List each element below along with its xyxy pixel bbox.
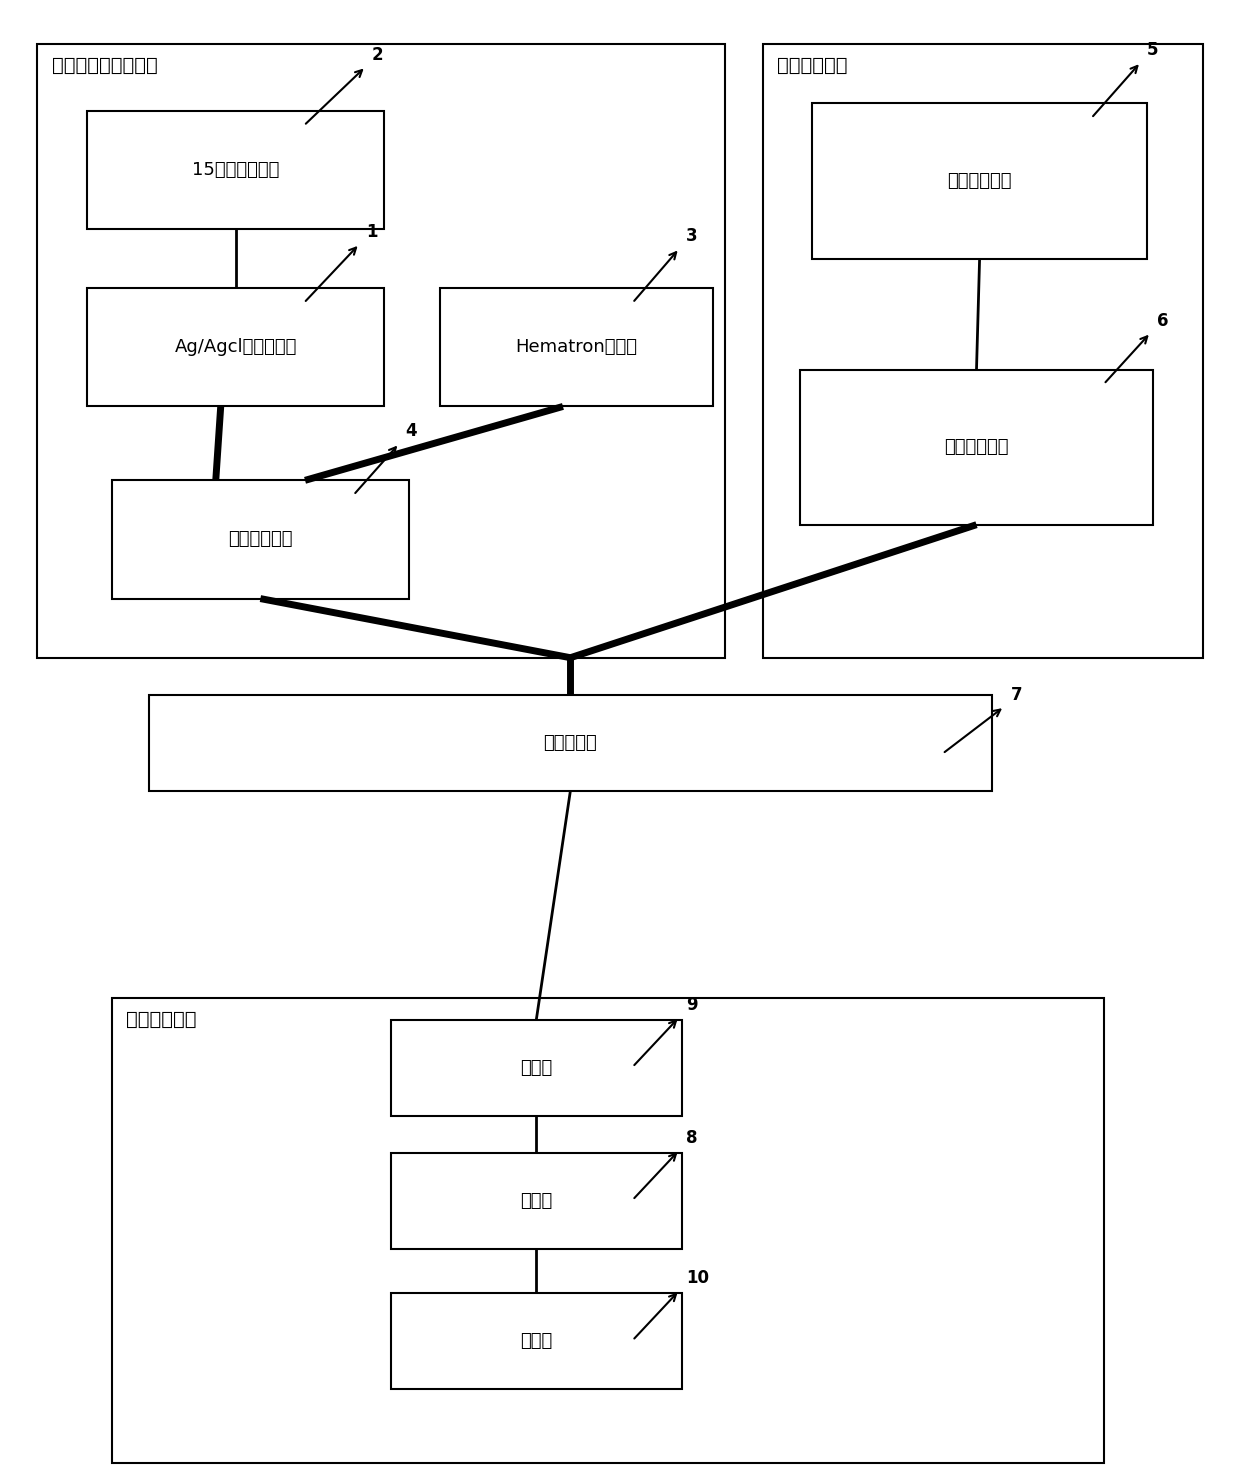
Bar: [391, 1153, 682, 1249]
Text: 固定板: 固定板: [520, 1332, 553, 1351]
Bar: [763, 44, 1203, 658]
Bar: [391, 1020, 682, 1116]
Text: 一号微处理器: 一号微处理器: [228, 531, 293, 548]
Text: 机械测量系统: 机械测量系统: [777, 56, 848, 75]
Text: 刹车制动系统: 刹车制动系统: [126, 1009, 197, 1029]
Text: 3: 3: [686, 228, 697, 245]
Text: 加速度传感器: 加速度传感器: [947, 171, 1012, 191]
Text: 5: 5: [1147, 41, 1158, 59]
Text: 气压杆: 气压杆: [520, 1191, 553, 1210]
Bar: [440, 288, 713, 406]
Text: 二号微处理器: 二号微处理器: [944, 437, 1009, 457]
Bar: [800, 370, 1153, 525]
Text: 6: 6: [1157, 312, 1168, 330]
Text: 1: 1: [366, 223, 377, 241]
Bar: [112, 480, 409, 599]
Bar: [87, 111, 384, 229]
Text: Hematron传感器: Hematron传感器: [516, 338, 637, 356]
Text: 15微安直流电源: 15微安直流电源: [192, 161, 279, 179]
Bar: [391, 1293, 682, 1389]
Bar: [37, 44, 725, 658]
Bar: [87, 288, 384, 406]
Text: 7: 7: [1011, 686, 1022, 704]
Text: Ag/Agcl无极性电极: Ag/Agcl无极性电极: [175, 338, 296, 356]
Text: 4: 4: [405, 423, 417, 440]
Bar: [112, 998, 1104, 1463]
Text: 2: 2: [372, 46, 383, 64]
Bar: [149, 695, 992, 791]
Text: 9: 9: [686, 996, 697, 1014]
Text: 10: 10: [686, 1270, 709, 1287]
Text: 中央处理器: 中央处理器: [543, 733, 598, 752]
Bar: [812, 103, 1147, 259]
Text: 生物电情绪识别系统: 生物电情绪识别系统: [52, 56, 157, 75]
Text: 控制器: 控制器: [520, 1058, 553, 1077]
Text: 8: 8: [686, 1129, 697, 1147]
